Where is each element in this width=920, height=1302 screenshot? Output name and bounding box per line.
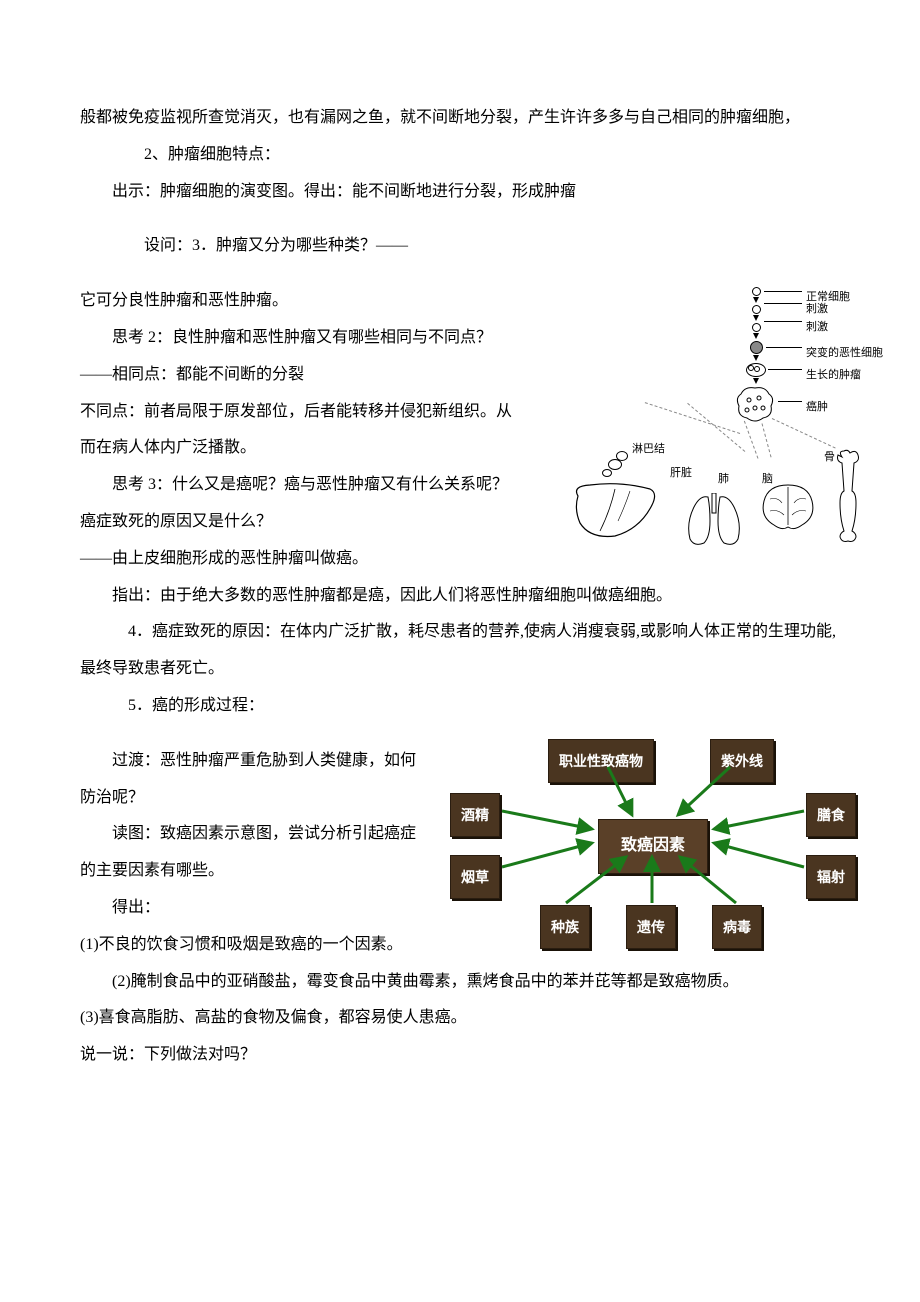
paragraph: 思考 3：什么又是癌呢？癌与恶性肿瘤又有什么关系呢？癌症致死的原因又是什么？ — [80, 467, 520, 541]
paragraph: 般都被免疫监视所查觉消灭，也有漏网之鱼，就不间断地分裂，产生许许多多与自己相同的… — [80, 100, 840, 137]
paragraph: 得出： — [80, 890, 420, 927]
paragraph: 说一说：下列做法对吗？ — [80, 1037, 840, 1074]
fig1-label-lymph: 淋巴结 — [632, 437, 665, 462]
paragraph: ——相同点：都能不间断的分裂 — [80, 357, 520, 394]
fig1-label-liver: 肝脏 — [670, 461, 692, 486]
paragraph: 5．癌的形成过程： — [80, 688, 840, 725]
tumor-evolution-diagram: 正常细胞 刺激 刺激 突变的恶性细胞 生长的肿瘤 癌肿 淋巴结 — [560, 283, 870, 553]
paragraph: (3)喜食高脂肪、高盐的食物及偏食，都容易使人患癌。 — [80, 1000, 840, 1037]
document-page: 般都被免疫监视所查觉消灭，也有漏网之鱼，就不间断地分裂，产生许许多多与自己相同的… — [0, 0, 920, 1134]
section-with-figure-2: 致癌因素 职业性致癌物 紫外线 酒精 烟草 膳食 辐射 种族 遗传 病毒 — [80, 743, 840, 927]
fig1-label-brain: 脑 — [762, 467, 773, 492]
paragraph: 指出：由于绝大多数的恶性肿瘤都是癌，因此人们将恶性肿瘤细胞叫做癌细胞。 — [80, 578, 840, 615]
fig1-label-tumor: 癌肿 — [806, 395, 828, 420]
paragraph: (2)腌制食品中的亚硝酸盐，霉变食品中黄曲霉素，熏烤食品中的苯并芘等都是致癌物质… — [80, 964, 840, 1001]
fig1-label-bone: 骨 — [824, 445, 835, 470]
paragraph: 2、肿瘤细胞特点： — [80, 137, 840, 174]
carcinogen-factors-diagram: 致癌因素 职业性致癌物 紫外线 酒精 烟草 膳食 辐射 种族 遗传 病毒 — [430, 733, 870, 943]
paragraph: 设问：3．肿瘤又分为哪些种类？—— — [80, 228, 840, 265]
paragraph: 思考 2：良性肿瘤和恶性肿瘤又有哪些相同与不同点？ — [80, 320, 520, 357]
fig1-label-growing: 生长的肿瘤 — [806, 363, 861, 388]
paragraph: 读图：致癌因素示意图，尝试分析引起癌症的主要因素有哪些。 — [80, 816, 420, 890]
section-with-figure-1: 正常细胞 刺激 刺激 突变的恶性细胞 生长的肿瘤 癌肿 淋巴结 — [80, 283, 840, 541]
paragraph: 4．癌症致死的原因：在体内广泛扩散，耗尽患者的营养,使病人消瘦衰弱,或影响人体正… — [80, 614, 840, 688]
paragraph: 不同点：前者局限于原发部位，后者能转移并侵犯新组织。从而在病人体内广泛播散。 — [80, 394, 520, 468]
paragraph: 出示：肿瘤细胞的演变图。得出：能不间断地进行分裂，形成肿瘤 — [80, 174, 840, 211]
fig1-label-stim2: 刺激 — [806, 315, 828, 340]
fig1-label-lung: 肺 — [718, 467, 729, 492]
paragraph: 过渡：恶性肿瘤严重危胁到人类健康，如何防治呢？ — [80, 743, 420, 817]
